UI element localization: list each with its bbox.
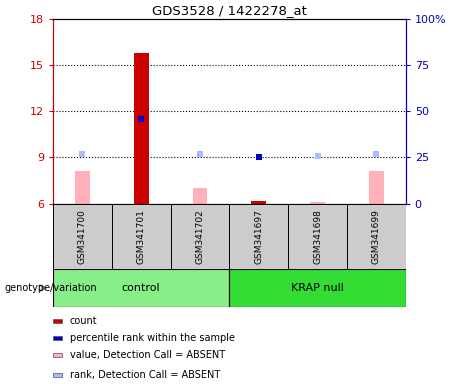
Bar <box>193 188 207 204</box>
Bar <box>229 204 288 269</box>
Bar <box>134 53 148 204</box>
Bar <box>347 204 406 269</box>
Bar <box>53 353 62 357</box>
Text: GSM341702: GSM341702 <box>195 209 205 263</box>
Text: GSM341697: GSM341697 <box>254 209 263 263</box>
Bar <box>53 319 62 323</box>
Text: GSM341698: GSM341698 <box>313 209 322 263</box>
Bar <box>53 336 62 340</box>
Text: GSM341700: GSM341700 <box>78 209 87 263</box>
Bar <box>171 204 230 269</box>
Text: KRAP null: KRAP null <box>291 283 344 293</box>
Bar <box>288 204 347 269</box>
Bar <box>251 201 266 204</box>
Text: count: count <box>70 316 98 326</box>
Bar <box>369 171 384 204</box>
Bar <box>112 204 171 269</box>
Bar <box>310 202 325 204</box>
Text: GSM341699: GSM341699 <box>372 209 381 263</box>
Bar <box>53 269 230 307</box>
Text: percentile rank within the sample: percentile rank within the sample <box>70 333 235 343</box>
Bar <box>53 372 62 377</box>
Text: value, Detection Call = ABSENT: value, Detection Call = ABSENT <box>70 350 225 360</box>
Text: rank, Detection Call = ABSENT: rank, Detection Call = ABSENT <box>70 370 220 380</box>
Bar <box>53 204 112 269</box>
Text: control: control <box>122 283 160 293</box>
Bar <box>75 171 90 204</box>
Title: GDS3528 / 1422278_at: GDS3528 / 1422278_at <box>152 3 307 17</box>
Text: genotype/variation: genotype/variation <box>5 283 97 293</box>
Bar <box>229 269 406 307</box>
Text: GSM341701: GSM341701 <box>136 209 146 263</box>
